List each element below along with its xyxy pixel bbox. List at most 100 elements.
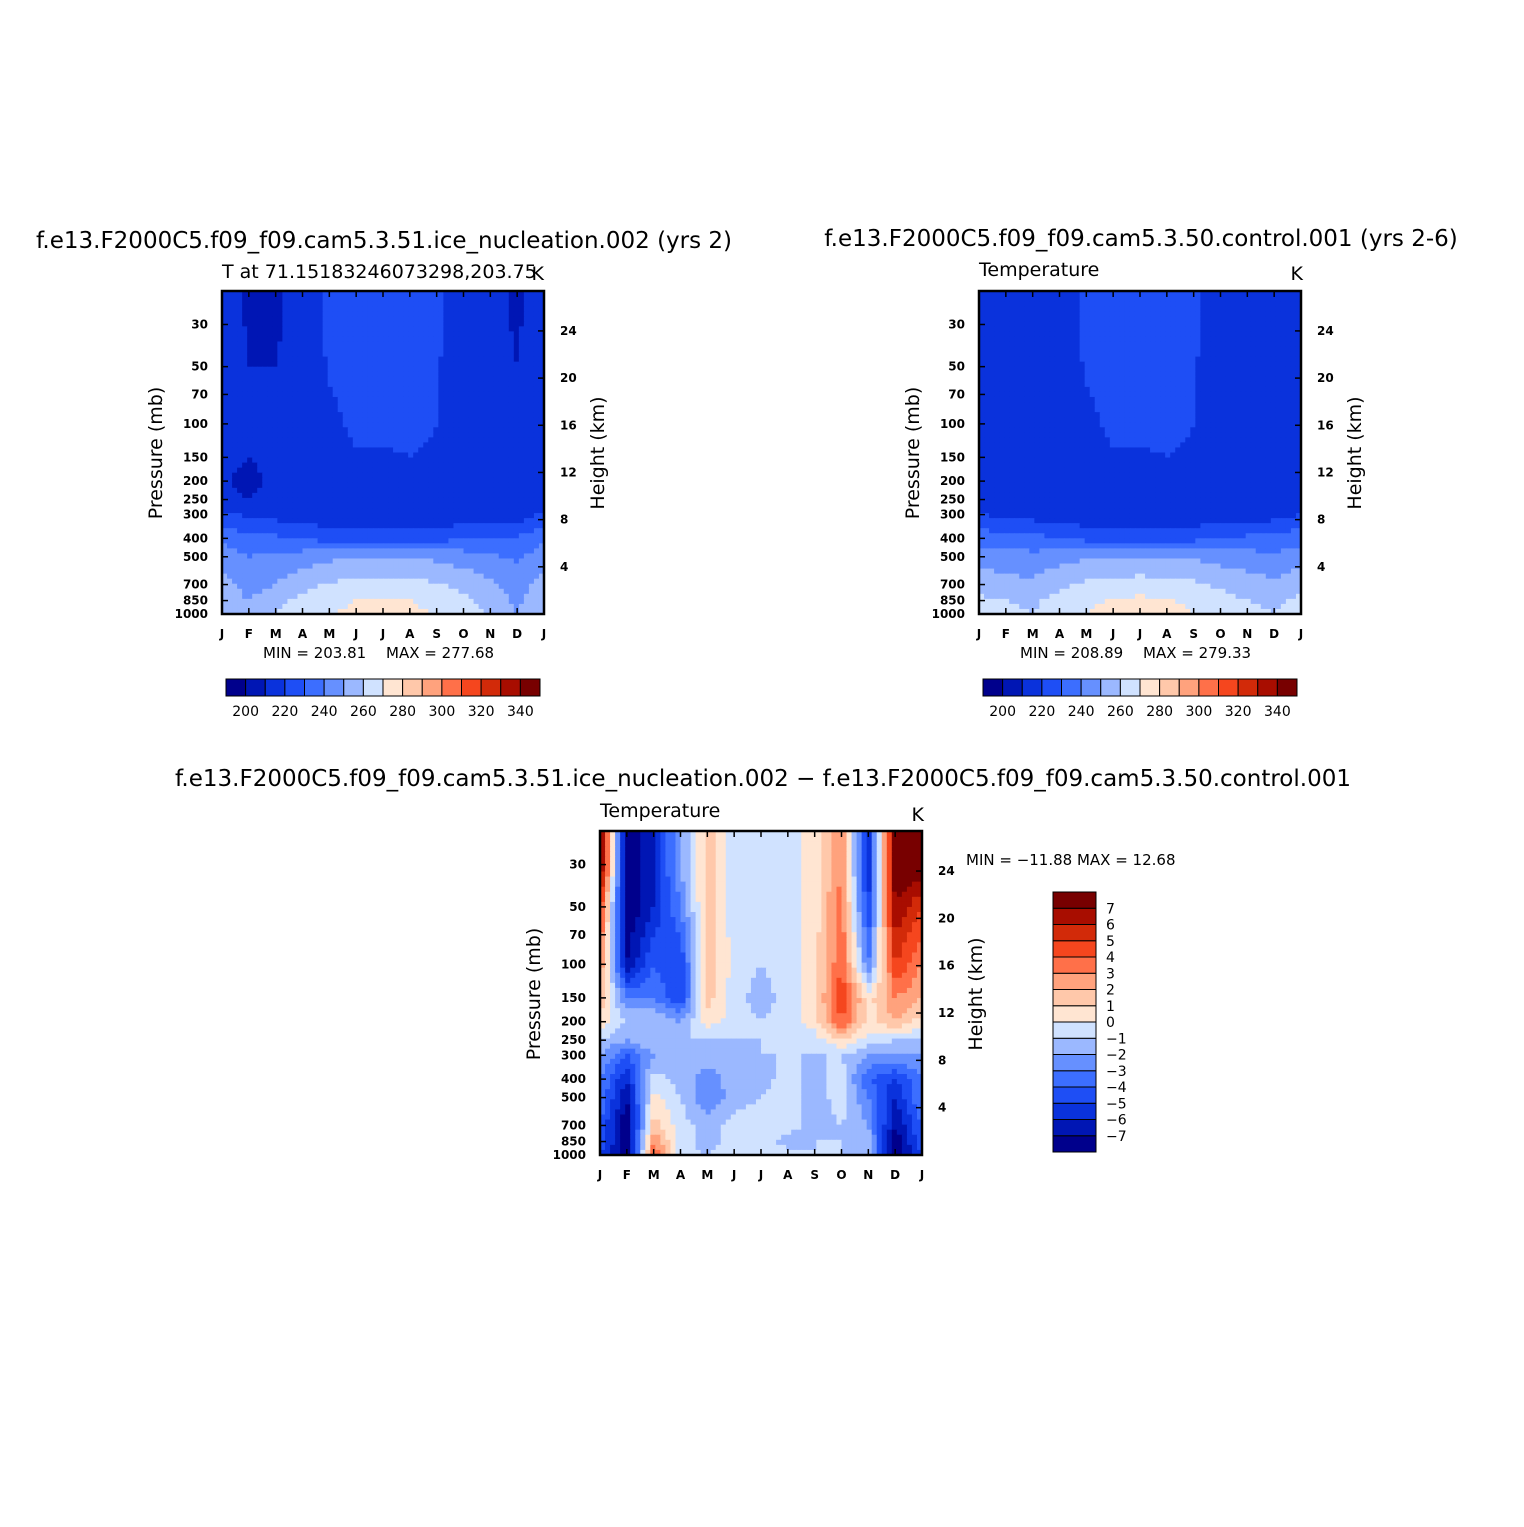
contour-cell	[1099, 311, 1106, 317]
contour-cell	[282, 608, 289, 615]
contour-cell	[488, 523, 495, 529]
contour-cell	[518, 316, 525, 322]
contour-cell	[1145, 306, 1151, 312]
contour-cell	[262, 518, 268, 524]
contour-cell	[498, 371, 505, 378]
contour-cell	[383, 366, 389, 373]
contour-cell	[408, 583, 414, 590]
contour-cell	[1019, 311, 1025, 317]
contour-cell	[1215, 331, 1222, 338]
contour-cell	[398, 427, 404, 433]
contour-cell	[1094, 331, 1101, 338]
contour-cell	[372, 513, 379, 519]
contour-cell	[423, 311, 429, 317]
contour-cell	[473, 326, 480, 332]
contour-cell	[282, 437, 289, 444]
contour-cell	[362, 568, 369, 575]
contour-cell	[237, 588, 243, 595]
contour-cell	[257, 548, 263, 555]
contour-cell	[232, 603, 238, 610]
contour-cell	[237, 568, 243, 575]
contour-cell	[307, 306, 314, 312]
contour-cell	[468, 427, 475, 433]
contour-cell	[347, 608, 354, 615]
contour-cell	[518, 432, 525, 438]
contour-cell	[448, 402, 455, 408]
contour-cell	[332, 296, 339, 302]
contour-cell	[468, 407, 475, 413]
contour-cell	[1180, 311, 1186, 317]
contour-cell	[357, 492, 364, 499]
contour-cell	[332, 341, 339, 348]
contour-cell	[252, 553, 258, 560]
contour-cell	[1104, 336, 1111, 343]
contour-cell	[257, 543, 263, 549]
contour-cell	[272, 487, 278, 494]
contour-cell	[1265, 336, 1272, 343]
contour-cell	[478, 437, 485, 444]
contour-cell	[272, 386, 278, 393]
contour-cell	[388, 311, 394, 317]
contour-cell	[287, 538, 294, 544]
contour-cell	[448, 598, 455, 605]
contour-cell	[247, 407, 253, 413]
contour-cell	[458, 538, 465, 544]
contour-cell	[242, 593, 248, 600]
contour-cell	[337, 447, 344, 454]
contour-cell	[503, 316, 510, 322]
contour-cell	[232, 447, 238, 454]
contour-cell	[262, 533, 268, 539]
contour-cell	[413, 452, 419, 459]
contour-cell	[367, 538, 374, 544]
contour-cell	[403, 603, 409, 610]
contour-cell	[1129, 341, 1136, 348]
contour-cell	[237, 402, 243, 408]
contour-cell	[508, 553, 515, 560]
contour-cell	[322, 316, 329, 322]
contour-cell	[498, 306, 505, 312]
contour-cell	[247, 427, 253, 433]
contour-cell	[488, 422, 495, 428]
contour-cell	[413, 366, 419, 373]
contour-cell	[262, 351, 268, 358]
contour-cell	[423, 386, 429, 393]
contour-cell	[247, 452, 253, 459]
contour-cell	[453, 447, 460, 454]
contour-cell	[483, 371, 490, 378]
contour-cell	[433, 351, 439, 358]
contour-cell	[272, 381, 278, 388]
contour-cell	[478, 558, 485, 565]
contour-cell	[523, 351, 530, 358]
contour-cell	[468, 593, 475, 600]
contour-cell	[1069, 331, 1076, 338]
contour-cell	[287, 296, 294, 302]
contour-cell	[443, 538, 450, 544]
contour-cell	[332, 457, 339, 464]
contour-cell	[267, 447, 273, 454]
contour-cell	[1250, 336, 1257, 343]
contour-cell	[337, 573, 344, 580]
contour-cell	[332, 336, 339, 343]
contour-cell	[438, 513, 444, 519]
contour-cell	[272, 396, 278, 403]
contour-cell	[1205, 296, 1212, 302]
contour-cell	[458, 346, 465, 353]
contour-cell	[428, 407, 434, 413]
contour-cell	[1205, 306, 1212, 312]
contour-cell	[398, 573, 404, 580]
contour-cell	[468, 296, 475, 302]
contour-cell	[372, 553, 379, 560]
contour-cell	[458, 563, 465, 570]
contour-cell	[1155, 316, 1161, 322]
contour-cell	[237, 442, 243, 449]
contour-cell	[302, 361, 309, 368]
contour-cell	[508, 366, 515, 373]
contour-cell	[518, 296, 525, 302]
contour-cell	[398, 321, 404, 327]
contour-cell	[1019, 351, 1025, 358]
contour-cell	[388, 452, 394, 459]
contour-cell	[468, 351, 475, 358]
contour-cell	[237, 518, 243, 524]
contour-cell	[388, 366, 394, 373]
contour-cell	[362, 533, 369, 539]
